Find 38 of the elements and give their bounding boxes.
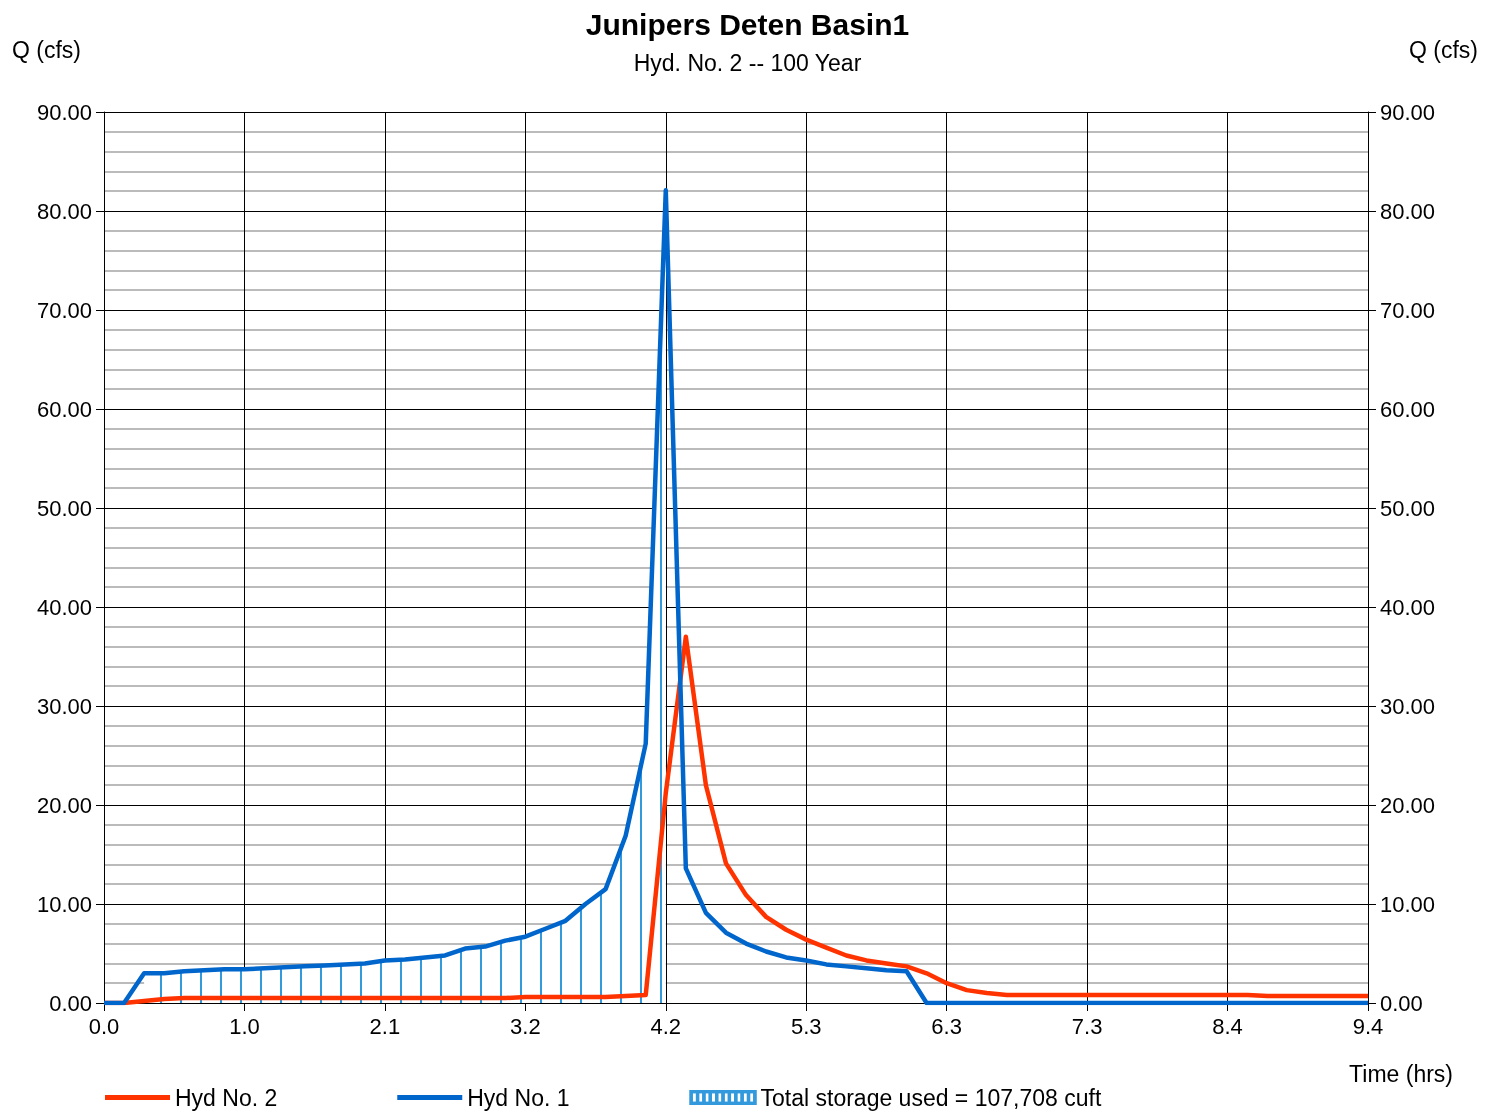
y-tick-label: 30.00 bbox=[36, 693, 92, 719]
y-tick-label: 40.00 bbox=[36, 594, 92, 620]
y2-tick-label: 20.00 bbox=[1380, 792, 1436, 818]
legend-label: Total storage used = 107,708 cuft bbox=[760, 1084, 1102, 1111]
y2-tick-label: 40.00 bbox=[1380, 594, 1436, 620]
chart-subtitle: Hyd. No. 2 -- 100 Year bbox=[633, 49, 862, 76]
y2-tick-label: 90.00 bbox=[1380, 99, 1436, 125]
y2-tick-label: 0.00 bbox=[1380, 990, 1423, 1016]
x-tick-label: 2.1 bbox=[369, 1013, 401, 1039]
x-tick-label: 4.2 bbox=[650, 1013, 682, 1039]
y-tick-label: 20.00 bbox=[36, 792, 92, 818]
y-tick-label: 60.00 bbox=[36, 396, 92, 422]
x-tick-label: 3.2 bbox=[510, 1013, 541, 1039]
y-tick-label: 50.00 bbox=[36, 495, 92, 521]
y2-tick-label: 30.00 bbox=[1380, 693, 1436, 719]
y2-tick-label: 50.00 bbox=[1380, 495, 1436, 521]
y2-tick-label: 10.00 bbox=[1380, 891, 1436, 917]
y-axis-title: Q (cfs) bbox=[12, 36, 81, 63]
x-tick-label: 8.4 bbox=[1212, 1013, 1243, 1039]
x-tick-label: 6.3 bbox=[931, 1013, 962, 1039]
y-tick-label: 70.00 bbox=[36, 297, 92, 323]
y2-tick-label: 80.00 bbox=[1380, 198, 1436, 224]
x-tick-label: 1.0 bbox=[229, 1013, 260, 1039]
y2-axis-title: Q (cfs) bbox=[1409, 36, 1479, 63]
y-tick-label: 90.00 bbox=[36, 99, 92, 125]
x-tick-label: 9.4 bbox=[1352, 1013, 1384, 1039]
x-tick-label: 5.3 bbox=[790, 1013, 822, 1039]
x-axis-title: Time (hrs) bbox=[1349, 1060, 1454, 1087]
legend-label: Hyd No. 1 bbox=[467, 1084, 570, 1111]
x-tick-label: 7.3 bbox=[1071, 1013, 1103, 1039]
x-tick-label: 0.0 bbox=[88, 1013, 120, 1039]
y-tick-label: 10.00 bbox=[36, 891, 92, 917]
legend-label: Hyd No. 2 bbox=[175, 1084, 278, 1111]
y-tick-label: 0.00 bbox=[49, 990, 92, 1016]
y-tick-label: 80.00 bbox=[36, 198, 92, 224]
y2-tick-label: 60.00 bbox=[1380, 396, 1436, 422]
y2-tick-label: 70.00 bbox=[1380, 297, 1436, 323]
chart-title: Junipers Deten Basin1 bbox=[585, 7, 910, 41]
